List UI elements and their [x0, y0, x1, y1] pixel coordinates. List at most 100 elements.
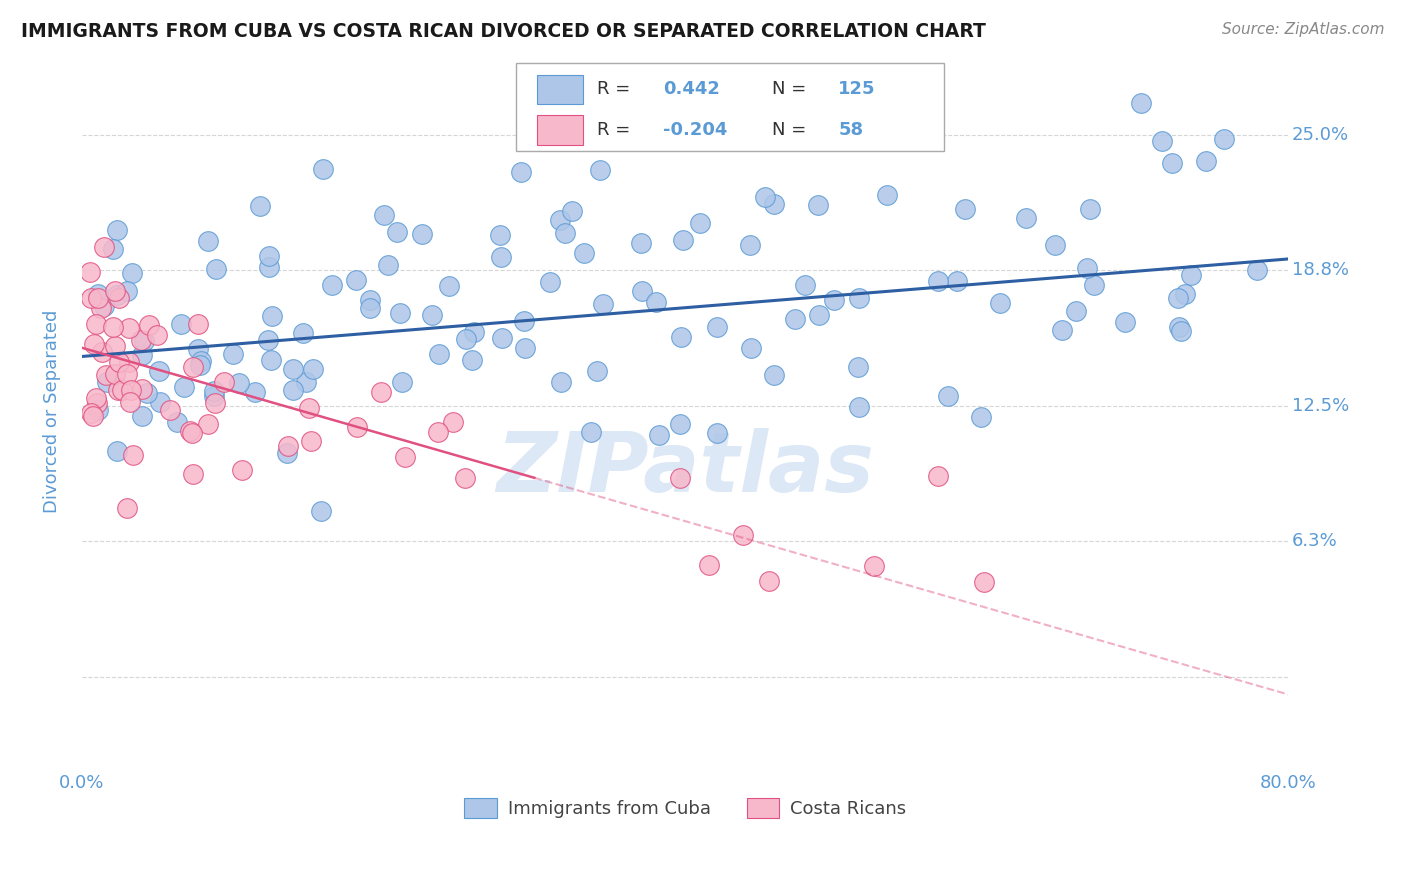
Point: [1213, 131, 1236, 145]
Point: [645, 294, 668, 309]
Point: [107, 355, 129, 369]
Point: [169, 317, 191, 331]
Point: [148, 364, 170, 378]
Point: [815, 134, 838, 148]
Point: [456, 332, 478, 346]
Point: [121, 448, 143, 462]
Point: [672, 233, 695, 247]
Point: [1194, 153, 1216, 168]
Point: [180, 425, 202, 440]
Point: [96, 376, 118, 390]
Point: [733, 528, 755, 542]
Point: [1129, 95, 1152, 110]
Point: [344, 273, 367, 287]
Text: ZIPatlas: ZIPatlas: [496, 427, 875, 508]
Point: [1064, 304, 1087, 318]
Point: [936, 389, 959, 403]
Point: [82, 409, 104, 423]
Point: [91, 344, 114, 359]
Text: 6.3%: 6.3%: [1292, 532, 1337, 549]
Point: [93, 299, 115, 313]
Point: [107, 383, 129, 397]
Point: [1161, 156, 1184, 170]
Point: [689, 216, 711, 230]
Point: [312, 162, 335, 177]
Point: [411, 227, 433, 241]
Point: [762, 197, 785, 211]
Point: [491, 331, 513, 345]
Point: [197, 234, 219, 248]
Point: [1015, 211, 1038, 226]
Bar: [537, 115, 582, 145]
Point: [846, 360, 869, 375]
Point: [427, 347, 450, 361]
Point: [259, 249, 281, 263]
Point: [87, 291, 110, 305]
Point: [104, 368, 127, 382]
Point: [1083, 278, 1105, 293]
Point: [260, 310, 283, 324]
Point: [848, 400, 870, 414]
Point: [202, 389, 225, 403]
Legend: Immigrants from Cuba, Costa Ricans: Immigrants from Cuba, Costa Ricans: [457, 791, 914, 825]
Point: [359, 301, 381, 315]
Point: [513, 341, 536, 355]
Text: IMMIGRANTS FROM CUBA VS COSTA RICAN DIVORCED OR SEPARATED CORRELATION CHART: IMMIGRANTS FROM CUBA VS COSTA RICAN DIVO…: [21, 22, 986, 41]
Point: [953, 202, 976, 216]
Point: [101, 320, 124, 334]
Point: [249, 199, 271, 213]
Bar: [537, 75, 582, 104]
Point: [876, 187, 898, 202]
Point: [302, 362, 325, 376]
Point: [548, 212, 571, 227]
Point: [946, 274, 969, 288]
Point: [120, 383, 142, 397]
Point: [1114, 315, 1136, 329]
Point: [669, 417, 692, 432]
Point: [927, 469, 949, 483]
Point: [179, 424, 201, 438]
Point: [222, 347, 245, 361]
Point: [1152, 134, 1174, 148]
Point: [630, 285, 652, 299]
Point: [581, 425, 603, 440]
Text: 18.8%: 18.8%: [1292, 260, 1348, 279]
Point: [1246, 263, 1268, 277]
Point: [927, 275, 949, 289]
Point: [988, 296, 1011, 310]
Point: [863, 558, 886, 573]
Point: [276, 445, 298, 459]
Point: [131, 382, 153, 396]
Point: [166, 415, 188, 429]
Point: [131, 348, 153, 362]
Point: [309, 504, 332, 518]
FancyBboxPatch shape: [516, 63, 945, 151]
Point: [321, 277, 343, 292]
Point: [104, 339, 127, 353]
Point: [807, 198, 830, 212]
Point: [94, 368, 117, 383]
Point: [1080, 202, 1102, 216]
Point: [131, 409, 153, 423]
Point: [1174, 286, 1197, 301]
Point: [93, 240, 115, 254]
Point: [117, 284, 139, 298]
Point: [257, 260, 280, 274]
Point: [138, 318, 160, 332]
Point: [187, 342, 209, 356]
Point: [79, 406, 101, 420]
Point: [87, 286, 110, 301]
Point: [118, 321, 141, 335]
Point: [377, 258, 399, 272]
Text: R =: R =: [598, 120, 636, 139]
Point: [80, 292, 103, 306]
Point: [454, 471, 477, 485]
Point: [204, 396, 226, 410]
Point: [299, 434, 322, 448]
Point: [149, 395, 172, 409]
Point: [187, 317, 209, 331]
Point: [463, 325, 485, 339]
Text: N =: N =: [772, 80, 813, 98]
Point: [574, 246, 596, 260]
Point: [754, 190, 776, 204]
